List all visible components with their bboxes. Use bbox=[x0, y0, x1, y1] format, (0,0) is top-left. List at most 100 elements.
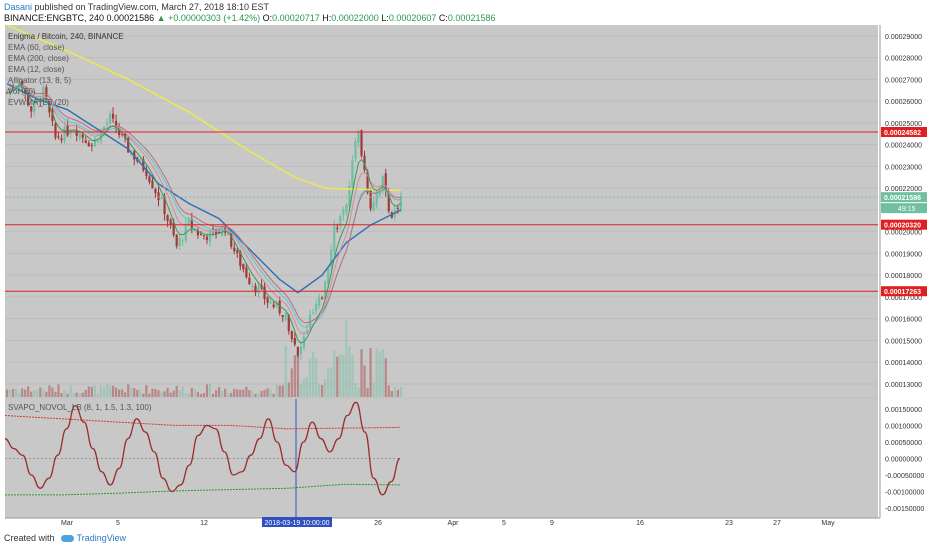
created-with-text: Created with bbox=[4, 533, 55, 543]
price-label-tag bbox=[881, 286, 927, 297]
volume-bar bbox=[221, 390, 224, 397]
price-label-text: 0.00020320 bbox=[884, 223, 921, 230]
volume-bar bbox=[208, 384, 212, 397]
legend-item-ema200[interactable]: EMA (200, close) bbox=[8, 54, 69, 63]
legend-item-volume[interactable]: Vol (20) bbox=[8, 87, 36, 96]
legend-item-ema60[interactable]: EMA (60, close) bbox=[8, 43, 65, 52]
candle-body bbox=[324, 282, 327, 299]
volume-bar bbox=[381, 349, 384, 397]
tradingview-logo-icon bbox=[60, 535, 74, 542]
price-change: +0.00000303 (+1.42%) bbox=[168, 13, 261, 23]
ema200-line bbox=[6, 24, 401, 192]
volume-bar bbox=[60, 393, 63, 397]
volume-bar bbox=[199, 393, 203, 397]
price-tick-label: 0.00023000 bbox=[885, 164, 922, 171]
volume-bar bbox=[87, 386, 90, 397]
volume-bar bbox=[242, 389, 245, 397]
time-tick-label: Mar bbox=[61, 520, 74, 527]
volume-bar bbox=[314, 358, 318, 397]
volume-bar bbox=[305, 376, 309, 397]
candle-body bbox=[21, 80, 24, 88]
volume-bar bbox=[93, 385, 96, 397]
volume-bar bbox=[230, 392, 233, 397]
time-tick-label: 27 bbox=[773, 520, 781, 527]
legend-symbol[interactable]: Enigma / Bitcoin, 240, BINANCE bbox=[8, 32, 124, 41]
candle-body bbox=[60, 138, 63, 141]
legend-item-alligator[interactable]: Alligator (13, 8, 5) bbox=[8, 76, 72, 85]
candle-body bbox=[78, 133, 81, 139]
alligator-lips-line bbox=[6, 84, 402, 344]
price-tick-label: 0.00014000 bbox=[885, 360, 922, 367]
volume-bar bbox=[211, 393, 215, 397]
volume-bar bbox=[266, 388, 269, 397]
volume-bar bbox=[187, 393, 190, 397]
candle-body bbox=[218, 232, 221, 234]
candle-body bbox=[327, 267, 330, 285]
candle-body bbox=[184, 223, 187, 241]
volume-bar bbox=[390, 391, 393, 397]
volume-bar bbox=[239, 389, 242, 397]
legend-item-evwma[interactable]: EVWMA_LB (20) bbox=[8, 98, 69, 107]
volume-bar bbox=[214, 390, 218, 397]
legend-item-ema12[interactable]: EMA (12, close) bbox=[8, 65, 65, 74]
crosshair-date-badge bbox=[262, 517, 332, 527]
candle-body bbox=[196, 230, 199, 236]
alligator-teeth-line bbox=[6, 84, 402, 335]
candle-body bbox=[160, 198, 163, 200]
volume-bar bbox=[278, 385, 281, 397]
candle-body bbox=[63, 126, 66, 141]
candle-body bbox=[330, 249, 333, 267]
volume-bar bbox=[139, 389, 142, 397]
candle-body bbox=[236, 250, 239, 254]
low-label: L: bbox=[381, 13, 389, 23]
tradingview-link[interactable]: TradingView bbox=[76, 533, 127, 543]
candle-body bbox=[124, 133, 127, 139]
candle-body bbox=[42, 86, 45, 103]
open-label: O: bbox=[262, 13, 273, 23]
candle-body bbox=[257, 286, 260, 293]
price-pane-background bbox=[5, 25, 878, 397]
volume-bar bbox=[327, 367, 330, 397]
volume-bar bbox=[272, 393, 275, 397]
volume-bar bbox=[308, 358, 312, 397]
volume-bar bbox=[30, 391, 33, 397]
volume-bar bbox=[317, 383, 321, 397]
candle-body bbox=[345, 204, 348, 213]
close-value: 0.00021586 bbox=[447, 13, 496, 23]
volume-bar bbox=[342, 354, 345, 397]
candle-body bbox=[251, 285, 254, 287]
volume-bar bbox=[290, 368, 293, 397]
volume-bar bbox=[96, 393, 99, 397]
price-tick-label: 0.00018000 bbox=[885, 273, 922, 280]
candle-body bbox=[254, 285, 257, 293]
volume-bar bbox=[121, 389, 124, 397]
candle-body bbox=[96, 140, 99, 142]
volume-bar bbox=[111, 385, 115, 397]
candle-body bbox=[30, 106, 33, 112]
candle-body bbox=[357, 130, 360, 143]
time-tick-label: 26 bbox=[374, 520, 382, 527]
volume-bar bbox=[99, 384, 103, 397]
up-arrow-icon: ▲ bbox=[156, 13, 166, 23]
candle-body bbox=[360, 130, 363, 156]
volume-bar bbox=[105, 384, 109, 397]
candle-body bbox=[75, 130, 78, 136]
candle-body bbox=[127, 137, 130, 153]
alligator-jaw-line bbox=[6, 85, 401, 324]
candle-body bbox=[205, 236, 209, 240]
candle-body bbox=[175, 234, 178, 247]
open-value: 0.00020717 bbox=[272, 13, 320, 23]
candle-body bbox=[239, 251, 242, 267]
price-tick-label: 0.00022000 bbox=[885, 186, 922, 193]
candle-body bbox=[51, 110, 54, 122]
volume-bar bbox=[33, 389, 36, 397]
candle-body bbox=[148, 176, 151, 183]
volume-bar bbox=[178, 390, 181, 397]
candle-body bbox=[387, 191, 390, 212]
price-tick-label: 0.00016000 bbox=[885, 317, 922, 324]
volume-bar bbox=[57, 384, 60, 397]
author-link[interactable]: Dasani bbox=[4, 2, 33, 12]
volume-bar bbox=[14, 389, 18, 397]
candle-body bbox=[27, 92, 30, 106]
